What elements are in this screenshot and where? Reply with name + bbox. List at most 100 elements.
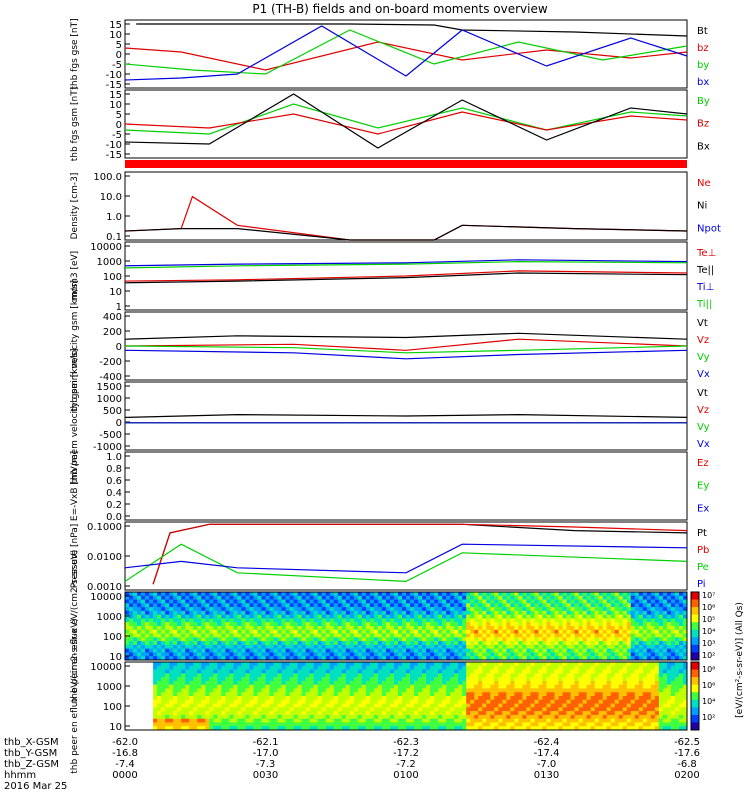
spectrogram-cell	[438, 696, 443, 701]
spectrogram-cell	[442, 592, 447, 597]
spectrogram-cell	[157, 626, 162, 631]
spectrogram-cell	[522, 644, 527, 649]
spectrogram-cell	[357, 644, 363, 649]
spectrogram-cell	[590, 644, 595, 649]
spectrogram-cell	[329, 641, 335, 646]
spectrogram-cell	[426, 726, 431, 731]
spectrogram-cell	[502, 629, 507, 634]
spectrogram-cell	[410, 622, 415, 627]
spectrogram-cell	[197, 703, 202, 708]
spectrogram-cell	[510, 641, 515, 646]
spectrogram-cell	[450, 684, 455, 689]
spectrogram-cell	[341, 607, 347, 612]
spectrogram-cell	[181, 607, 186, 612]
spectrogram-cell	[554, 610, 559, 615]
spectrogram-cell	[173, 641, 178, 646]
spectrogram-cell	[357, 711, 363, 716]
spectrogram-cell	[506, 622, 511, 627]
spectrogram-cell	[562, 696, 567, 701]
spectrogram-cell	[510, 726, 515, 731]
spectrogram-cell	[265, 607, 270, 612]
spectrogram-cell	[305, 652, 310, 657]
spectrogram-cell	[474, 680, 479, 685]
spectrogram-cell	[514, 665, 519, 670]
spectrogram-cell	[494, 622, 499, 627]
spectrogram-cell	[502, 722, 507, 727]
spectrogram-cell	[562, 633, 567, 638]
spectrogram-cell	[450, 595, 455, 600]
spectrogram-cell	[558, 699, 563, 704]
spectrogram-cell	[317, 592, 322, 597]
spectrogram-cell	[153, 648, 158, 653]
spectrogram-cell	[189, 656, 194, 661]
spectrogram-cell	[526, 595, 531, 600]
spectrogram-cell	[205, 637, 210, 642]
spectrogram-cell	[309, 722, 314, 727]
spectrogram-cell	[474, 626, 479, 631]
spectrogram-cell	[373, 711, 379, 716]
spectrogram-cell	[205, 711, 210, 716]
spectrogram-cell	[201, 607, 206, 612]
spectrogram-cell	[510, 707, 515, 712]
spectrogram-cell	[622, 718, 628, 723]
spectrogram-cell	[297, 652, 302, 657]
spectrogram-cell	[514, 662, 519, 667]
spectrogram-cell	[173, 614, 178, 619]
spectrogram-cell	[233, 656, 238, 661]
spectrogram-cell	[530, 592, 535, 597]
spectrogram-cell	[297, 688, 302, 693]
spectrogram-cell	[297, 592, 302, 597]
spectrogram-cell	[297, 607, 302, 612]
spectrogram-cell	[241, 610, 246, 615]
spectrogram-cell	[249, 726, 254, 731]
spectrogram-cell	[169, 644, 174, 649]
spectrogram-cell	[482, 607, 487, 612]
spectrogram-cell	[662, 607, 668, 612]
spectrogram-cell	[257, 637, 262, 642]
spectrogram-cell	[566, 688, 571, 693]
spectrogram-cell	[646, 726, 652, 731]
spectrogram-cell	[393, 652, 399, 657]
spectrogram-cell	[401, 629, 407, 634]
spectrogram-cell	[426, 718, 431, 723]
spectrogram-cell	[598, 622, 603, 627]
spectrogram-cell	[245, 718, 250, 723]
spectrogram-cell	[349, 656, 355, 661]
spectrogram-cell	[337, 711, 343, 716]
spectrogram-cell	[297, 699, 302, 704]
spectrogram-cell	[385, 726, 391, 731]
spectrogram-cell	[357, 680, 363, 685]
legend-Pb: Pb	[697, 545, 709, 556]
spectrogram-cell	[430, 722, 435, 727]
spectrogram-cell	[181, 626, 186, 631]
spectrogram-cell	[610, 707, 616, 712]
spectrogram-cell	[450, 673, 455, 678]
spectrogram-cell	[566, 633, 571, 638]
spectrogram-cell	[337, 680, 343, 685]
spectrogram-cell	[514, 633, 519, 638]
spectrogram-cell	[241, 618, 246, 623]
spectrogram-cell	[281, 644, 286, 649]
spectrogram-cell	[209, 692, 214, 697]
spectrogram-cell	[678, 614, 684, 619]
spectrogram-cell	[217, 595, 222, 600]
spectrogram-cell	[530, 699, 535, 704]
spectrogram-cell	[193, 607, 198, 612]
spectrogram-cell	[381, 592, 387, 597]
spectrogram-cell	[353, 592, 359, 597]
spectrogram-cell	[357, 610, 363, 615]
spectrogram-cell	[594, 618, 599, 623]
spectrogram-cell	[317, 680, 322, 685]
spectrogram-cell	[341, 614, 347, 619]
spectrogram-cell	[558, 595, 563, 600]
spectrogram-cell	[526, 703, 531, 708]
spectrogram-cell	[229, 699, 234, 704]
spectrogram-cell	[510, 722, 515, 727]
spectrogram-cell	[470, 684, 475, 689]
spectrogram-cell	[157, 688, 162, 693]
spectrogram-cell	[385, 711, 391, 716]
spectrogram-cell	[630, 714, 636, 719]
spectrogram-cell	[301, 618, 306, 623]
